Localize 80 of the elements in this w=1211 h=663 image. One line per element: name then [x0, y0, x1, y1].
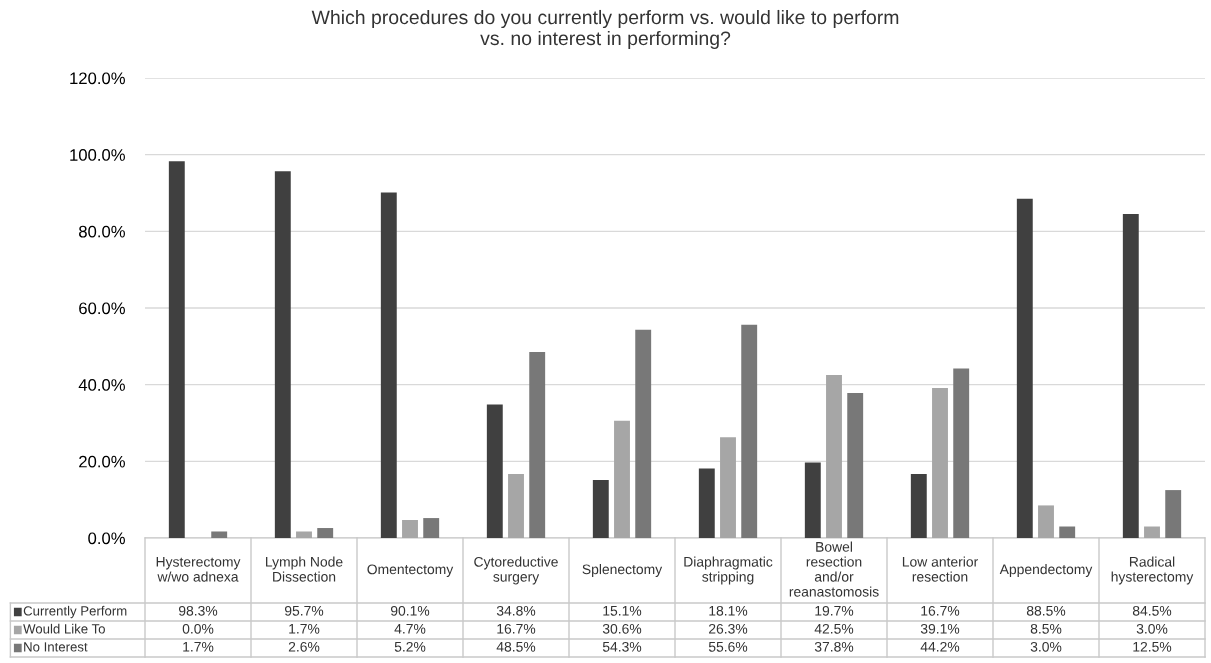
bar	[1038, 505, 1054, 538]
data-label: 88.5%	[1026, 605, 1066, 616]
bar	[592, 480, 609, 538]
data-label: 5.2%	[394, 641, 426, 652]
bar	[211, 531, 228, 538]
x-tick-label: Radical hysterectomy	[1111, 556, 1194, 585]
bar	[953, 368, 970, 538]
data-label: 37.8%	[814, 641, 854, 652]
bar	[804, 462, 821, 538]
data-label: 1.7%	[183, 641, 214, 652]
bar	[1016, 198, 1033, 538]
bar	[423, 518, 440, 538]
y-tick-label: 80.0%	[79, 225, 125, 238]
data-label: 4.7%	[394, 623, 426, 634]
legend-label: Would Like To	[23, 623, 105, 634]
bar	[741, 324, 758, 538]
y-tick-label: 40.0%	[78, 379, 125, 391]
data-label: 34.8%	[496, 605, 536, 616]
data-label: 1.7%	[289, 623, 320, 634]
data-label: 2.6%	[288, 641, 320, 652]
data-label: 84.5%	[1132, 605, 1172, 616]
bar	[402, 519, 418, 538]
bar	[508, 473, 524, 538]
data-label: 19.7%	[815, 605, 854, 616]
legend-label: No Interest	[24, 642, 88, 652]
data-label: 95.7%	[284, 605, 324, 616]
data-label: 44.2%	[920, 641, 960, 652]
y-tick-label: 100.0%	[70, 149, 125, 161]
bar	[380, 192, 397, 538]
bar	[1144, 526, 1160, 538]
bar	[486, 404, 503, 538]
bar	[1122, 214, 1139, 538]
data-label: 55.6%	[708, 641, 748, 652]
x-tick-label: Low anterior resection	[902, 556, 978, 582]
bar	[932, 388, 948, 538]
x-tick-label: Omentectomy	[367, 564, 454, 577]
bar	[698, 468, 715, 538]
y-tick-label: 60.0%	[79, 302, 125, 315]
bar	[296, 531, 312, 538]
bar	[274, 171, 291, 538]
data-label: 3.0%	[1136, 623, 1168, 634]
bar	[910, 473, 927, 538]
data-label: 3.0%	[1030, 641, 1062, 652]
y-tick-label: 20.0%	[79, 455, 125, 468]
bar	[635, 329, 652, 538]
bar	[826, 375, 842, 538]
chart-title: Which procedures do you currently perform vs. would like to perform vs. no interest in performing?	[311, 9, 899, 50]
data-label: 39.1%	[920, 623, 960, 634]
bar	[317, 528, 334, 538]
x-tick-label: Bowel resection and/or reanastomosis	[789, 541, 879, 597]
data-label: 48.5%	[496, 641, 536, 652]
legend-label: Currently Perform	[23, 605, 127, 619]
data-label: 0.0%	[182, 623, 214, 634]
x-tick-label: Appendectomy	[999, 564, 1093, 577]
data-label: 16.7%	[497, 623, 536, 634]
x-tick-label: Diaphragmatic stripping	[684, 556, 773, 585]
data-label: 98.3%	[178, 605, 218, 616]
bar	[1059, 526, 1076, 538]
bar	[847, 393, 864, 538]
data-label: 8.5%	[1030, 623, 1062, 634]
x-tick-label: Lymph Node Dissection	[266, 556, 343, 582]
data-label: 16.7%	[921, 605, 960, 616]
x-tick-label: Hysterectomy w/wo adnexa	[156, 557, 241, 582]
data-label: 90.1%	[390, 605, 430, 616]
data-label: 42.5%	[814, 623, 854, 634]
data-label: 26.3%	[709, 623, 748, 634]
data-label: 30.6%	[602, 623, 642, 634]
bar	[168, 161, 185, 538]
y-tick-label: 0.0%	[88, 532, 125, 545]
data-label: 15.1%	[603, 605, 642, 616]
data-label: 18.1%	[709, 605, 748, 616]
x-tick-label: Splenectomy	[582, 564, 663, 577]
y-tick-label: 120.0%	[70, 72, 125, 85]
data-label: 54.3%	[602, 641, 642, 652]
bar	[529, 352, 546, 538]
bar	[1165, 490, 1182, 538]
data-label: 12.5%	[1133, 641, 1172, 652]
x-tick-label: Cytoreductive surgery	[474, 556, 558, 585]
bar	[614, 420, 630, 538]
bar	[720, 437, 736, 538]
